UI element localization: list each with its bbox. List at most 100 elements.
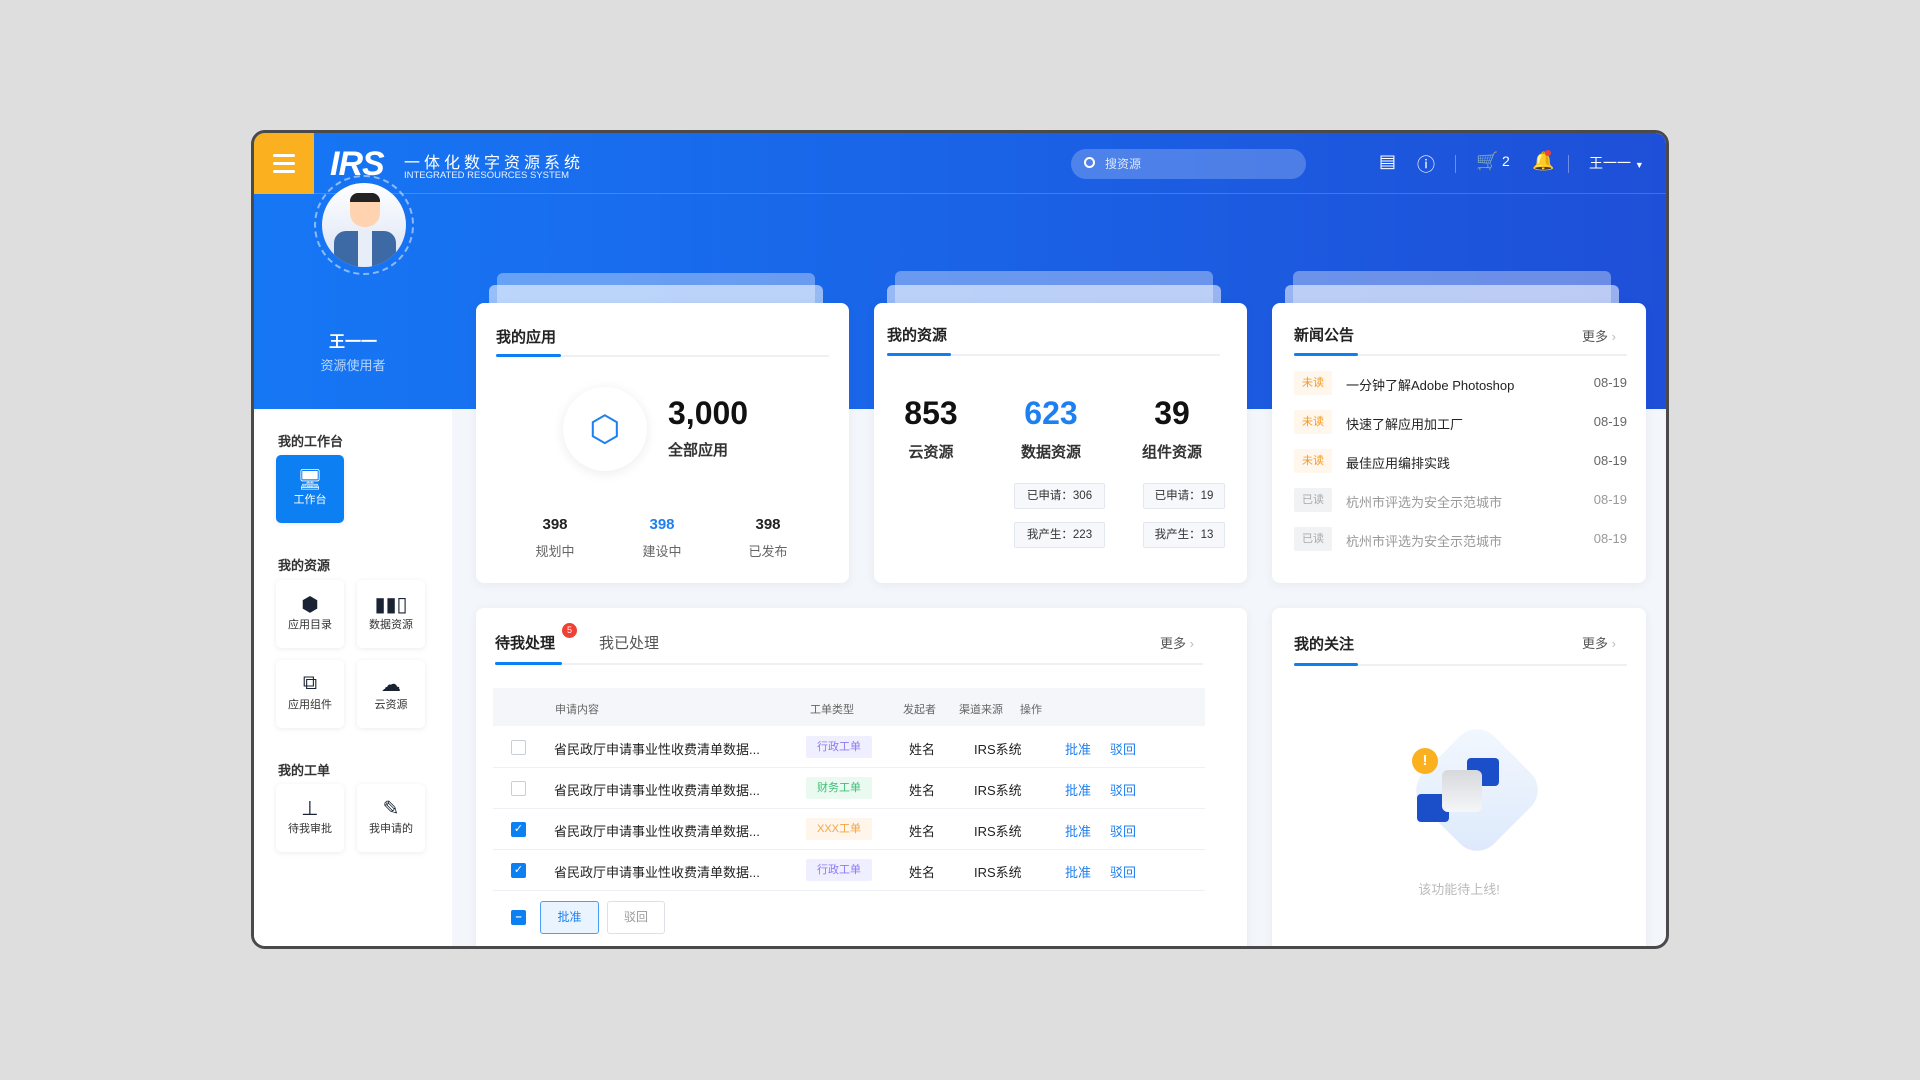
approve-link[interactable]: 批准: [1065, 824, 1092, 839]
data-resources-value: 623: [1024, 395, 1078, 431]
menu-icon: [273, 154, 295, 157]
initiator: 姓名: [909, 865, 936, 880]
column-header: 渠道来源: [959, 704, 1003, 716]
section-title-tickets: 我的工单: [278, 763, 331, 778]
news-title: 杭州市评选为安全示范城市: [1346, 534, 1503, 549]
follow-more-link[interactable]: 更多 ›: [1582, 633, 1616, 652]
box-icon: ⬡: [563, 387, 647, 471]
sidebar: 我的工作台 🖥 工作台 我的资源 ⬢ 应用目录 ▮▮▯ 数据资源 ⧉ 应用组件 ☁ 云资源…: [254, 409, 452, 946]
row-checkbox[interactable]: ✓: [511, 822, 526, 837]
news-item[interactable]: 未读 最佳应用编排实践 08-19: [1294, 449, 1627, 473]
tab-pending[interactable]: 待我处理: [495, 635, 556, 652]
edit-note-icon: ✎: [382, 798, 400, 820]
data-applied-chip[interactable]: 已申请：306: [1014, 483, 1105, 509]
column-header: 发起者: [903, 704, 936, 716]
component-resources-value: 39: [1154, 395, 1190, 431]
divider: [1455, 155, 1456, 173]
component-produced-chip[interactable]: 我产生：13: [1143, 522, 1225, 548]
reject-link[interactable]: 驳回: [1110, 865, 1137, 880]
sidebar-item-my-requests[interactable]: ✎ 我申请的: [357, 784, 425, 852]
approve-link[interactable]: 批准: [1065, 865, 1092, 880]
news-item[interactable]: 未读 一分钟了解Adobe Photoshop 08-19: [1294, 371, 1627, 395]
more-label: 更多: [1160, 636, 1187, 651]
stat-planning-value: 398: [542, 516, 568, 533]
tile-label: 工作台: [293, 494, 327, 506]
sidebar-item-app-components[interactable]: ⧉ 应用组件: [276, 660, 344, 728]
row-divider: [493, 808, 1205, 809]
bulk-approve-button[interactable]: 批准: [540, 901, 599, 934]
request-content[interactable]: 省民政厅申请事业性收费清单数据...: [554, 824, 760, 839]
cloud-resources-value: 853: [904, 395, 958, 431]
news-date: 08-19: [1593, 492, 1627, 507]
source: IRS系统: [974, 742, 1022, 757]
row-checkbox[interactable]: [511, 781, 526, 796]
section-title-resources: 我的资源: [278, 558, 331, 573]
sidebar-item-app-catalog[interactable]: ⬢ 应用目录: [276, 580, 344, 648]
sidebar-item-workbench[interactable]: 🖥 工作台: [276, 455, 344, 523]
sidebar-item-cloud[interactable]: ☁ 云资源: [357, 660, 425, 728]
tabs-underline: [495, 662, 1203, 665]
request-content[interactable]: 省民政厅申请事业性收费清单数据...: [554, 865, 760, 880]
initiator: 姓名: [909, 824, 936, 839]
row-divider: [493, 890, 1205, 891]
tab-processed[interactable]: 我已处理: [599, 635, 660, 652]
news-date: 08-19: [1593, 453, 1627, 468]
tile-label: 我申请的: [369, 823, 413, 835]
sliders-icon: ⧉: [302, 672, 318, 694]
top-bar: IRS 一体化数字资源系统 INTEGRATED RESOURCES SYSTE…: [254, 133, 1666, 194]
reject-link[interactable]: 驳回: [1110, 783, 1137, 798]
bulk-reject-button[interactable]: 驳回: [607, 901, 665, 934]
news-date: 08-19: [1593, 375, 1627, 390]
alert-icon: !: [1412, 748, 1438, 774]
row-divider: [493, 767, 1205, 768]
card-title: 我的关注: [1294, 636, 1355, 653]
card-title: 我的应用: [496, 329, 557, 346]
news-more-link[interactable]: 更多 ›: [1582, 326, 1616, 345]
news-item[interactable]: 未读 快速了解应用加工厂 08-19: [1294, 410, 1627, 434]
ticket-type-tag: 行政工单: [806, 736, 872, 758]
source: IRS系统: [974, 783, 1022, 798]
row-checkbox[interactable]: ✓: [511, 863, 526, 878]
table-row: 省民政厅申请事业性收费清单数据... 行政工单 姓名 IRS系统 批准 驳回: [493, 727, 1205, 768]
stat-building-value: 398: [649, 516, 675, 533]
cart-icon[interactable]: 🛒: [1476, 151, 1499, 171]
menu-button[interactable]: [254, 133, 314, 194]
sidebar-item-data-resources[interactable]: ▮▮▯ 数据资源: [357, 580, 425, 648]
apps-total-label: 全部应用: [668, 442, 729, 459]
initiator: 姓名: [909, 742, 936, 757]
more-label: 更多: [1582, 329, 1609, 344]
read-status-badge: 已读: [1294, 488, 1332, 512]
sidebar-item-pending-approval[interactable]: ⊥ 待我审批: [276, 784, 344, 852]
approve-link[interactable]: 批准: [1065, 742, 1092, 757]
ticket-type-tag: 行政工单: [806, 859, 872, 881]
approve-link[interactable]: 批准: [1065, 783, 1092, 798]
card-title: 我的资源: [887, 327, 948, 344]
component-applied-chip[interactable]: 已申请：19: [1143, 483, 1225, 509]
request-content[interactable]: 省民政厅申请事业性收费清单数据...: [554, 783, 760, 798]
title-underline: [1294, 663, 1627, 666]
reject-link[interactable]: 驳回: [1110, 824, 1137, 839]
info-icon[interactable]: ⓘ: [1417, 155, 1435, 175]
caret-down-icon: ▼: [1634, 160, 1644, 170]
news-item[interactable]: 已读 杭州市评选为安全示范城市 08-19: [1294, 527, 1627, 551]
user-menu[interactable]: 王一一 ▼: [1589, 153, 1644, 173]
clipboard-icon[interactable]: ▤: [1379, 151, 1397, 171]
news-title: 最佳应用编排实践: [1346, 456, 1451, 471]
component-resources-label: 组件资源: [1141, 444, 1202, 461]
news-item[interactable]: 已读 杭州市评选为安全示范城市 08-19: [1294, 488, 1627, 512]
avatar[interactable]: [314, 175, 414, 275]
title-underline: [496, 354, 829, 357]
divider: [1568, 155, 1569, 173]
stat-published-label: 已发布: [748, 544, 788, 559]
reject-link[interactable]: 驳回: [1110, 742, 1137, 757]
row-checkbox[interactable]: [511, 740, 526, 755]
ticket-type-tag: 财务工单: [806, 777, 872, 799]
search-input[interactable]: 搜资源: [1071, 149, 1306, 179]
table-header: 申请内容 工单类型 发起者 渠道来源 操作: [493, 688, 1205, 726]
request-content[interactable]: 省民政厅申请事业性收费清单数据...: [554, 742, 760, 757]
data-produced-chip[interactable]: 我产生：223: [1014, 522, 1105, 548]
bell-icon[interactable]: 🔔: [1532, 151, 1555, 171]
select-all-checkbox[interactable]: –: [511, 910, 526, 925]
read-status-badge: 已读: [1294, 527, 1332, 551]
tasks-more-link[interactable]: 更多 ›: [1160, 633, 1194, 652]
